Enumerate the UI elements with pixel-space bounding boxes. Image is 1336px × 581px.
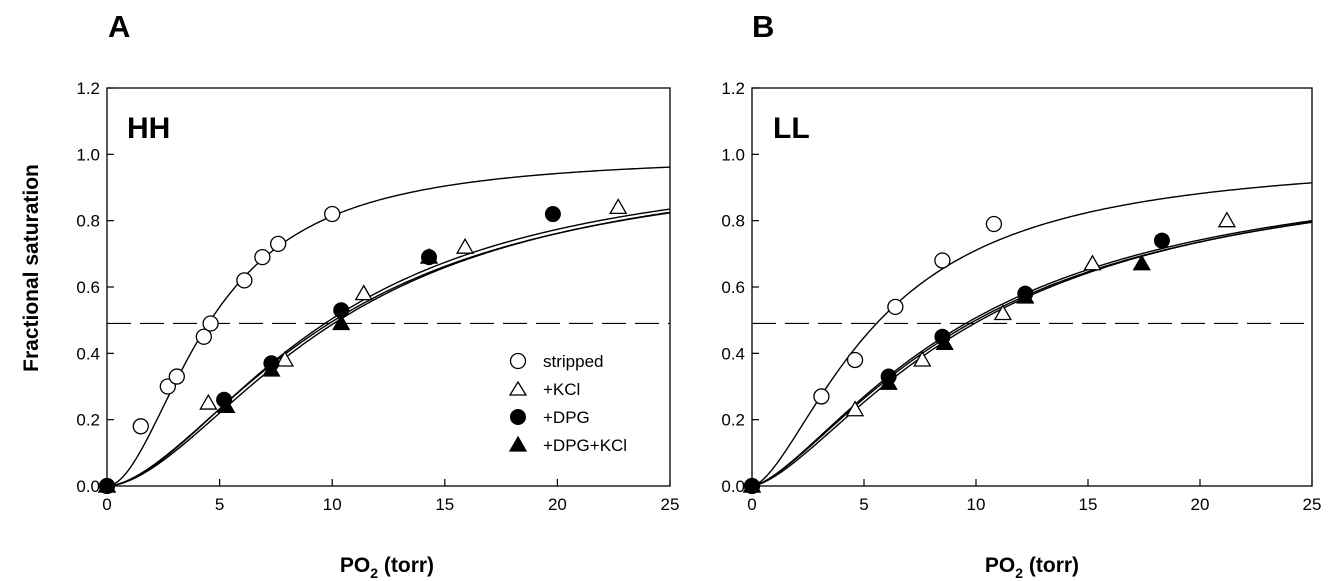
panel-b-point-stripped bbox=[934, 252, 951, 269]
panel-b-point-dpg-kcl bbox=[879, 373, 898, 390]
panel-a-y-tick-label: 0.8 bbox=[76, 212, 100, 231]
panel-a-point-dpg-kcl bbox=[217, 397, 236, 414]
panel-a-point-stripped bbox=[168, 368, 185, 385]
panel-b-point-kcl bbox=[845, 400, 865, 417]
legend-marker-stripped bbox=[509, 352, 527, 370]
legend-label-kcl: +KCl bbox=[543, 380, 580, 399]
panel-a-point-dpg-kcl bbox=[419, 247, 439, 264]
panel-b-point-dpg-kcl bbox=[935, 334, 954, 351]
legend: stripped +KCl +DPG +DPG+KCl bbox=[508, 352, 627, 455]
panel-a-point-dpg-kcl bbox=[262, 360, 281, 377]
legend-marker-dpg-kcl bbox=[508, 435, 528, 452]
panel-b-y-tick-label: 0.0 bbox=[721, 477, 745, 496]
panel-a: A HH 0 5 10 15 20 25 0.0 0.2 0.4 0.6 0.8 1.0 1.2 Fra… bbox=[20, 9, 679, 581]
panel-b-y-tick-label: 0.6 bbox=[721, 278, 745, 297]
panel-b-point-stripped bbox=[813, 388, 830, 405]
panel-a-point-stripped bbox=[270, 235, 287, 253]
panel-a-point-stripped bbox=[324, 205, 341, 223]
legend-label-dpg: +DPG bbox=[543, 408, 590, 427]
panel-a-point-stripped bbox=[195, 328, 212, 345]
panel-b-y-tick-label: 1.2 bbox=[721, 79, 745, 98]
panel-a-point-stripped bbox=[236, 272, 253, 289]
panel-b-fit-curve-dpg-kcl bbox=[752, 221, 1312, 486]
panel-b-letter: B bbox=[752, 9, 774, 44]
panel-a-y-tick-label: 0.2 bbox=[76, 411, 100, 430]
panel-a-x-tick-label: 15 bbox=[435, 495, 454, 514]
panel-a-x-tick-label: 10 bbox=[323, 495, 342, 514]
panel-a-x-axis-label: PO2 (torr) bbox=[340, 554, 434, 581]
panel-a-point-kcl bbox=[609, 198, 628, 215]
panel-a-y-tick-label: 1.0 bbox=[76, 145, 100, 164]
panel-a-point-stripped bbox=[132, 418, 149, 435]
panel-a-point-dpg bbox=[544, 206, 561, 223]
panel-b-x-tick-label: 5 bbox=[859, 495, 868, 514]
panel-a-point-kcl bbox=[354, 284, 373, 301]
legend-label-stripped: stripped bbox=[543, 352, 603, 371]
panel-b-x-tick-label: 25 bbox=[1303, 495, 1322, 514]
panel-b-y-tick-label: 0.2 bbox=[721, 411, 745, 430]
panel-a-x-tick-label: 25 bbox=[661, 495, 680, 514]
panel-b-fit-curve-kcl bbox=[752, 221, 1312, 486]
panel-a-point-dpg-kcl bbox=[332, 314, 351, 331]
panel-a-ticks: 0 5 10 15 20 25 0.0 0.2 0.4 0.6 0.8 1.0 1.2 bbox=[76, 79, 679, 514]
panel-a-point-stripped bbox=[202, 315, 219, 332]
panel-a-y-tick-label: 0.6 bbox=[76, 278, 100, 297]
panel-a-letter: A bbox=[108, 9, 130, 44]
panel-b-ticks: 0 5 10 15 20 25 0.0 0.2 0.4 0.6 0.8 1.0 1.2 bbox=[721, 79, 1321, 514]
panel-b-x-tick-label: 0 bbox=[747, 495, 756, 514]
panel-a-x-tick-label: 20 bbox=[548, 495, 567, 514]
panel-a-data-points bbox=[97, 198, 628, 495]
panel-b-x-tick-label: 10 bbox=[967, 495, 986, 514]
panel-a-title: HH bbox=[127, 112, 170, 145]
panel-a-y-axis-label: Fractional saturation bbox=[20, 164, 43, 372]
panel-b-point-dpg-kcl bbox=[742, 476, 762, 493]
panel-b-title: LL bbox=[773, 112, 810, 145]
panel-b-y-tick-label: 0.8 bbox=[721, 212, 745, 231]
panel-a-point-kcl bbox=[199, 393, 218, 410]
panel-b-point-stripped bbox=[846, 351, 864, 369]
panel-b-point-dpg bbox=[1153, 232, 1170, 249]
panel-a-y-tick-label: 1.2 bbox=[76, 79, 100, 98]
panel-b-point-dpg-kcl bbox=[1016, 287, 1035, 304]
panel-a-point-stripped bbox=[254, 248, 271, 266]
panel-b-x-tick-label: 15 bbox=[1079, 495, 1098, 514]
panel-b-point-kcl bbox=[1083, 254, 1102, 271]
panel-b-data-points bbox=[742, 211, 1237, 495]
panel-b-point-kcl bbox=[993, 304, 1013, 321]
panel-a-fit-curves bbox=[107, 166, 670, 486]
panel-b-point-kcl bbox=[913, 350, 932, 367]
panel-b-fit-curve-dpg bbox=[752, 219, 1312, 486]
panel-a-x-tick-label: 0 bbox=[102, 495, 111, 514]
panel-a-y-tick-label: 0.0 bbox=[76, 477, 100, 496]
panel-b-point-stripped bbox=[985, 215, 1003, 233]
panel-b-y-tick-label: 1.0 bbox=[721, 145, 745, 164]
panel-a-point-kcl bbox=[455, 237, 475, 254]
panel-a-fit-curve-dpg-kcl bbox=[107, 211, 670, 486]
legend-label-dpg-kcl: +DPG+KCl bbox=[543, 436, 627, 455]
legend-marker-dpg bbox=[510, 409, 526, 425]
panel-b-point-stripped bbox=[887, 298, 904, 316]
panel-a-x-tick-label: 5 bbox=[215, 495, 224, 514]
panel-b-x-axis-label: PO2 (torr) bbox=[985, 554, 1079, 581]
panel-b-point-kcl bbox=[1217, 211, 1237, 228]
legend-marker-kcl bbox=[508, 380, 528, 396]
panel-b-x-tick-label: 20 bbox=[1191, 495, 1210, 514]
panel-b-point-dpg-kcl bbox=[1132, 254, 1151, 271]
panel-a-point-dpg-kcl bbox=[97, 476, 117, 493]
panel-b: B LL 0 5 10 15 20 25 0.0 0.2 0.4 0.6 0.8 1.0 1.2 PO2… bbox=[721, 9, 1321, 581]
panel-a-point-dpg bbox=[333, 302, 350, 319]
panel-a-y-tick-label: 0.4 bbox=[76, 344, 100, 363]
panel-b-y-tick-label: 0.4 bbox=[721, 344, 745, 363]
panel-b-fit-curves bbox=[752, 182, 1312, 486]
panel-b-fit-curve-stripped bbox=[752, 182, 1312, 486]
panel-a-point-kcl bbox=[275, 350, 295, 367]
